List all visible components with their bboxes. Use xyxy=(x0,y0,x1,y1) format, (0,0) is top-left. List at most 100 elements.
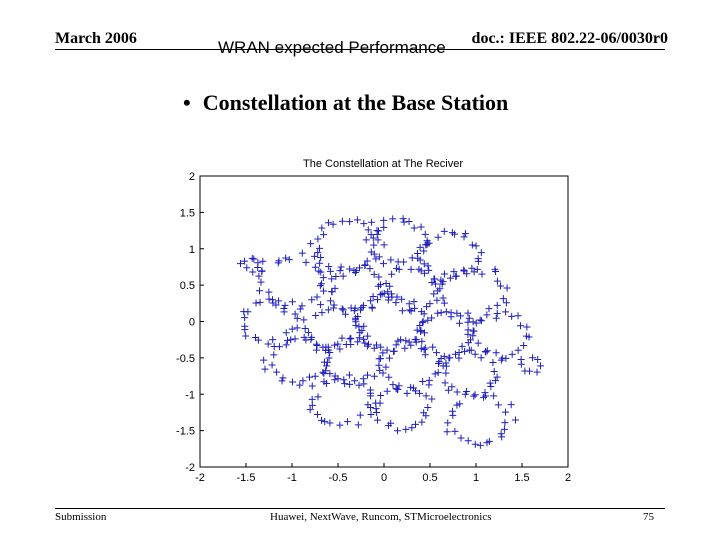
constellation-point xyxy=(410,224,418,232)
constellation-point xyxy=(361,339,369,347)
constellation-point xyxy=(291,335,299,343)
constellation-point xyxy=(453,388,461,396)
constellation-point xyxy=(433,296,441,304)
axis-ticks: -2 -1.5 -1 -0.5 0 0.5 1 1.5 2 2 1.5 1 0.5 0 -0.5 -1 -1.5… xyxy=(176,171,571,484)
constellation-point xyxy=(259,257,267,265)
constellation-point xyxy=(278,377,286,385)
constellation-point xyxy=(405,300,413,308)
constellation-point xyxy=(269,336,277,344)
constellation-point xyxy=(493,277,501,285)
header-doc-id: doc.: IEEE 802.22-06/0030r0 xyxy=(471,30,668,47)
constellation-point xyxy=(421,351,429,359)
constellation-point xyxy=(395,382,403,390)
constellation-point xyxy=(326,419,334,427)
constellation-point xyxy=(318,416,326,424)
constellation-point xyxy=(293,324,301,332)
constellation-point xyxy=(325,354,333,362)
constellation-point xyxy=(448,229,456,237)
constellation-point xyxy=(350,307,358,315)
constellation-point xyxy=(254,263,262,271)
constellation-point xyxy=(380,216,388,224)
constellation-point xyxy=(323,358,331,366)
constellation-point xyxy=(393,385,401,393)
constellation-point xyxy=(420,346,428,354)
constellation-point xyxy=(370,241,378,249)
constellation-point xyxy=(354,421,362,429)
constellation-point xyxy=(383,387,391,395)
constellation-point xyxy=(525,333,533,341)
constellation-point xyxy=(280,305,288,313)
constellation-point xyxy=(375,355,383,363)
constellation-point xyxy=(421,344,429,352)
constellation-point xyxy=(322,367,330,375)
constellation-point xyxy=(314,393,322,401)
constellation-point xyxy=(268,361,276,369)
constellation-point xyxy=(487,383,495,391)
constellation-point xyxy=(367,297,375,305)
constellation-point xyxy=(302,258,310,266)
constellation-point xyxy=(489,359,497,367)
constellation-point xyxy=(424,262,432,270)
constellation-point xyxy=(472,242,480,250)
constellation-point xyxy=(428,395,436,403)
constellation-point xyxy=(320,231,328,239)
constellation-point xyxy=(493,301,501,309)
constellation-point xyxy=(320,287,328,295)
constellation-point xyxy=(326,370,334,378)
constellation-point xyxy=(411,387,419,395)
constellation-point xyxy=(324,306,332,314)
constellation-point xyxy=(455,319,463,327)
bullet-item: • Constellation at the Base Station xyxy=(183,90,508,116)
constellation-point xyxy=(437,309,445,317)
constellation-point xyxy=(257,278,265,286)
constellation-point xyxy=(402,337,410,345)
constellation-point xyxy=(420,409,428,417)
constellation-point xyxy=(241,257,249,265)
constellation-point xyxy=(422,241,430,249)
constellation-point xyxy=(439,294,447,302)
constellation-point xyxy=(318,224,326,232)
constellation-point xyxy=(392,299,400,307)
constellation-point xyxy=(388,270,396,278)
constellation-point xyxy=(491,265,499,273)
constellation-point xyxy=(341,310,349,318)
constellation-point xyxy=(370,270,378,278)
constellation-point xyxy=(402,425,410,433)
x-tick-label: 1.5 xyxy=(514,472,529,484)
constellation-point xyxy=(445,354,453,362)
constellation-point xyxy=(323,362,331,370)
constellation-point xyxy=(485,305,493,313)
constellation-point xyxy=(281,301,289,309)
constellation-point xyxy=(400,218,408,226)
constellation-point xyxy=(338,305,346,313)
constellation-point xyxy=(265,295,273,303)
constellation-point xyxy=(338,217,346,225)
constellation-point xyxy=(356,411,364,419)
constellation-point xyxy=(517,322,525,330)
constellation-point xyxy=(405,338,413,346)
constellation-point xyxy=(274,259,282,267)
y-tick-label: -0.5 xyxy=(176,353,195,365)
constellation-point xyxy=(397,336,405,344)
constellation-point xyxy=(442,308,450,316)
constellation-point xyxy=(483,347,491,355)
constellation-point xyxy=(282,329,290,337)
constellation-point xyxy=(441,379,449,387)
constellation-point xyxy=(384,288,392,296)
constellation-point xyxy=(326,267,334,275)
constellation-point xyxy=(461,390,469,398)
constellation-point xyxy=(300,333,308,341)
constellation-point xyxy=(285,256,293,264)
constellation-point xyxy=(526,367,534,375)
constellation-point xyxy=(366,265,374,273)
constellation-point xyxy=(311,263,319,271)
x-tick-label: -0.5 xyxy=(329,472,348,484)
constellation-point xyxy=(482,392,490,400)
constellation-point xyxy=(534,356,542,364)
constellation-point xyxy=(461,230,469,238)
constellation-point xyxy=(334,340,342,348)
constellation-point xyxy=(336,421,344,429)
constellation-point xyxy=(389,215,397,223)
constellation-point xyxy=(264,340,272,348)
